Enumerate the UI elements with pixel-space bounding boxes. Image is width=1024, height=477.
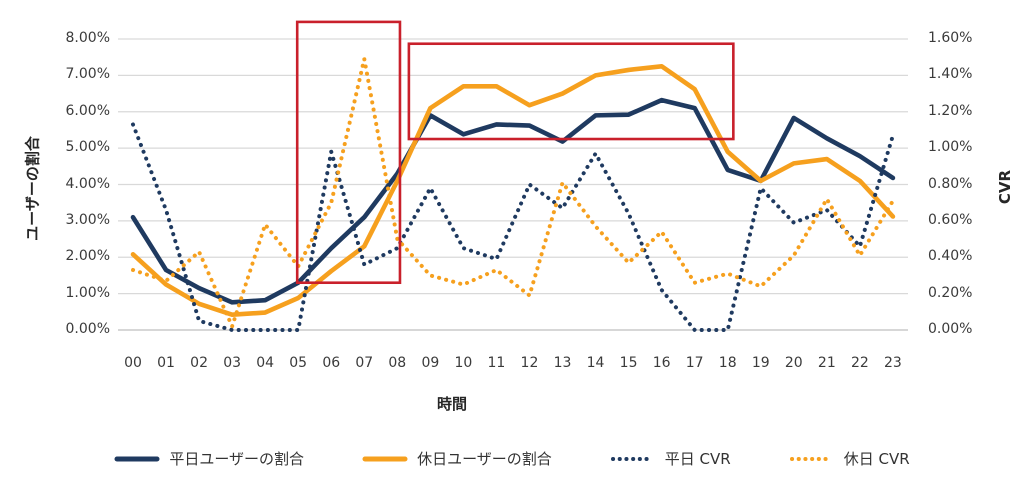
x-axis-tick: 16 [652, 355, 671, 371]
x-axis-tick: 20 [784, 355, 803, 371]
right-axis-tick: 0.80% [928, 175, 973, 192]
x-axis-tick: 06 [322, 355, 341, 371]
x-axis-tick: 17 [685, 355, 704, 371]
left-axis-tick: 0.00% [65, 321, 110, 337]
legend-dotted-line-swatch [610, 456, 655, 461]
legend-label: 平日 CVR [664, 450, 731, 468]
x-axis-tick: 21 [817, 355, 836, 371]
legend-label: 休日ユーザーの割合 [417, 450, 552, 468]
right-axis-tick: 0.40% [928, 248, 973, 265]
left-axis-title: ユーザーの割合 [23, 136, 42, 241]
series-line-cvr-holiday [131, 57, 895, 329]
left-axis-tick: 7.00% [65, 66, 110, 83]
right-axis-tick: 0.60% [928, 211, 973, 228]
right-axis-tick: 1.20% [928, 102, 973, 119]
x-axis-tick: 00 [124, 355, 142, 371]
x-axis-tick: 18 [718, 355, 737, 371]
legend-item: 平日ユーザーの割合 [114, 448, 304, 469]
left-axis-tick: 2.00% [65, 248, 110, 265]
legend-item: 平日 CVR [610, 448, 731, 469]
x-axis-tick: 02 [190, 355, 208, 371]
left-axis-tick: 3.00% [65, 211, 110, 228]
highlight-box-daytime [407, 42, 735, 141]
legend-item: 休日ユーザーの割合 [362, 448, 552, 469]
legend-dotted-line-swatch [789, 456, 834, 461]
right-axis-tick: 1.40% [928, 66, 973, 83]
right-axis-tick: 1.00% [928, 139, 973, 156]
right-axis-title: CVR [996, 169, 1014, 205]
x-axis-tick: 10 [454, 355, 473, 371]
series-line-users-holiday [130, 63, 896, 318]
left-axis-tick: 6.00% [65, 102, 110, 119]
legend-solid-line-swatch [362, 456, 408, 461]
series-line-users-weekday [130, 97, 896, 305]
left-axis-tick: 8.00% [65, 30, 110, 46]
highlight-box-morning [295, 20, 402, 285]
x-axis-tick: 13 [553, 355, 572, 371]
legend-solid-line-swatch [114, 456, 160, 461]
x-axis-tick: 07 [355, 355, 374, 371]
x-axis-tick: 19 [751, 355, 770, 371]
series-line-cvr-weekday [131, 122, 895, 332]
x-axis-tick: 03 [223, 355, 242, 371]
right-axis-tick: 0.00% [928, 321, 973, 337]
x-axis-tick: 11 [487, 355, 506, 371]
x-axis-title: 時間 [436, 395, 467, 413]
legend-label: 休日 CVR [843, 450, 910, 468]
x-axis-tick: 09 [421, 355, 440, 371]
x-axis-tick: 14 [586, 355, 605, 371]
left-axis-tick: 4.00% [65, 175, 110, 192]
x-axis-tick: 08 [388, 355, 407, 371]
left-axis-tick: 5.00% [65, 139, 110, 156]
right-axis-tick: 0.20% [928, 284, 973, 301]
x-axis-tick: 23 [883, 355, 902, 371]
x-axis-tick: 01 [157, 355, 175, 371]
right-axis-tick: 1.60% [928, 30, 973, 46]
x-axis-tick: 15 [619, 355, 638, 371]
legend-item: 休日 CVR [789, 448, 910, 469]
x-axis-tick: 12 [520, 355, 539, 371]
x-axis-tick: 05 [289, 355, 308, 371]
legend-label: 平日ユーザーの割合 [169, 450, 305, 468]
x-axis-tick: 22 [850, 355, 869, 371]
left-axis-tick: 1.00% [65, 284, 110, 301]
x-axis-tick: 04 [256, 355, 275, 371]
chart-legend: 平日ユーザーの割合 休日ユーザーの割合 平日 CVR 休日 CVR [0, 448, 1024, 469]
